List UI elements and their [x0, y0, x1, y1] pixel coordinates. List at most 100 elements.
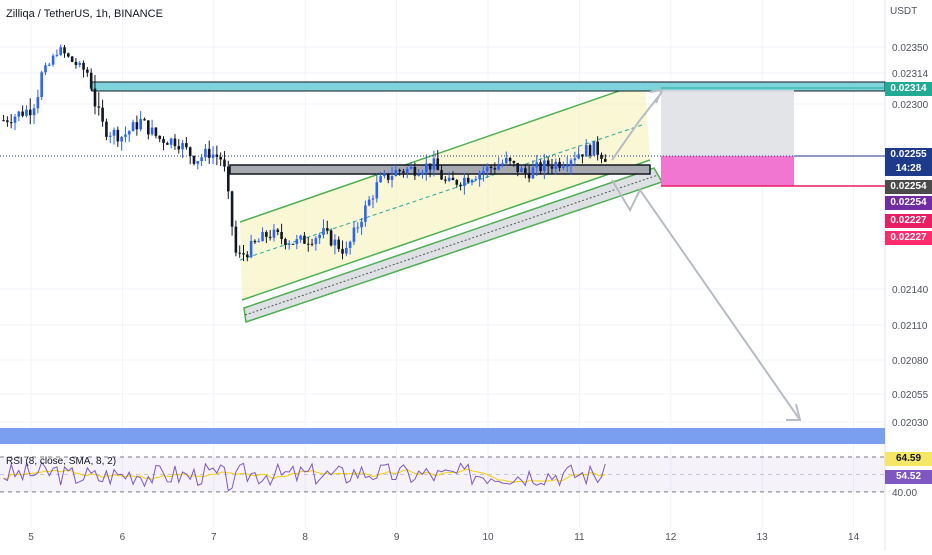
candle[interactable] — [463, 172, 466, 195]
candle[interactable] — [493, 162, 497, 174]
candle[interactable] — [13, 113, 17, 131]
candle[interactable] — [565, 156, 569, 173]
candle[interactable] — [21, 105, 24, 118]
candle[interactable] — [520, 165, 523, 173]
candle[interactable] — [223, 151, 226, 172]
candle[interactable] — [299, 234, 302, 243]
candle[interactable] — [265, 230, 268, 243]
candle[interactable] — [253, 239, 257, 244]
target-zone[interactable] — [661, 90, 794, 156]
candle[interactable] — [108, 132, 112, 144]
candle[interactable] — [2, 115, 5, 122]
candle[interactable] — [143, 117, 146, 121]
candle[interactable] — [325, 220, 329, 235]
candle[interactable] — [36, 89, 40, 114]
candle[interactable] — [333, 234, 337, 255]
candle[interactable] — [474, 176, 478, 182]
candle[interactable] — [230, 190, 234, 236]
candle[interactable] — [444, 176, 447, 184]
candle[interactable] — [166, 141, 169, 145]
candle[interactable] — [455, 178, 459, 188]
candle[interactable] — [116, 126, 120, 147]
candle[interactable] — [97, 92, 101, 116]
candle[interactable] — [314, 236, 318, 251]
channel-lower-line[interactable] — [241, 159, 651, 301]
candle[interactable] — [596, 136, 599, 161]
candle[interactable] — [524, 164, 527, 179]
candle[interactable] — [234, 220, 238, 257]
candle[interactable] — [249, 234, 253, 259]
candle[interactable] — [291, 243, 295, 245]
candle[interactable] — [139, 111, 142, 132]
candle[interactable] — [28, 98, 32, 125]
candle[interactable] — [345, 241, 348, 257]
candle[interactable] — [306, 237, 310, 252]
candle[interactable] — [284, 237, 287, 250]
candle[interactable] — [185, 137, 188, 150]
candle[interactable] — [554, 158, 558, 175]
candle[interactable] — [261, 227, 264, 242]
candle[interactable] — [398, 168, 401, 176]
candle[interactable] — [242, 244, 245, 262]
candle[interactable] — [329, 228, 333, 247]
stop-zone[interactable] — [661, 156, 794, 186]
candle[interactable] — [466, 174, 470, 184]
candle[interactable] — [584, 139, 588, 157]
candle[interactable] — [280, 223, 283, 245]
candle[interactable] — [337, 236, 341, 252]
candle[interactable] — [516, 163, 520, 177]
candle[interactable] — [93, 75, 97, 115]
candle[interactable] — [86, 67, 89, 77]
candle[interactable] — [459, 182, 462, 191]
candle[interactable] — [192, 155, 196, 166]
candle[interactable] — [573, 151, 577, 167]
candle[interactable] — [600, 152, 603, 164]
candle[interactable] — [303, 232, 306, 245]
candle[interactable] — [527, 165, 531, 183]
candle[interactable] — [341, 240, 344, 260]
candle[interactable] — [74, 57, 78, 69]
candle[interactable] — [413, 162, 417, 180]
candle[interactable] — [47, 62, 51, 67]
candle[interactable] — [70, 55, 74, 63]
candles[interactable] — [2, 44, 607, 262]
candle[interactable] — [318, 232, 321, 245]
candle[interactable] — [9, 114, 13, 129]
candle[interactable] — [569, 158, 573, 175]
candle[interactable] — [451, 171, 455, 181]
candle[interactable] — [105, 118, 108, 141]
candle[interactable] — [371, 194, 375, 209]
candle[interactable] — [562, 161, 565, 171]
candle[interactable] — [603, 154, 607, 163]
candle[interactable] — [226, 160, 230, 200]
candle[interactable] — [257, 238, 261, 243]
candle[interactable] — [59, 44, 63, 57]
candle[interactable] — [482, 166, 485, 182]
candle[interactable] — [352, 221, 356, 245]
candle[interactable] — [531, 160, 535, 180]
candle[interactable] — [215, 145, 219, 166]
candle[interactable] — [181, 139, 184, 158]
candle[interactable] — [150, 119, 154, 136]
channel-upper-line[interactable] — [239, 81, 646, 223]
candle[interactable] — [219, 152, 222, 167]
candle[interactable] — [558, 157, 561, 172]
candle[interactable] — [581, 154, 584, 164]
y-axis[interactable]: 0.02350 0.02314 0.02300 0.02140 0.02110 0.020… — [892, 43, 929, 429]
candle[interactable] — [246, 251, 249, 262]
resistance-band[interactable] — [91, 81, 886, 92]
candle[interactable] — [211, 146, 215, 165]
candle[interactable] — [272, 224, 276, 242]
candle[interactable] — [124, 126, 127, 143]
candle[interactable] — [348, 240, 352, 255]
candle[interactable] — [40, 70, 43, 101]
candle[interactable] — [375, 173, 379, 203]
candle[interactable] — [173, 134, 177, 150]
candle[interactable] — [188, 146, 192, 165]
candle[interactable] — [421, 169, 424, 179]
candle[interactable] — [405, 166, 409, 179]
candle[interactable] — [592, 141, 596, 156]
candle[interactable] — [535, 154, 539, 177]
